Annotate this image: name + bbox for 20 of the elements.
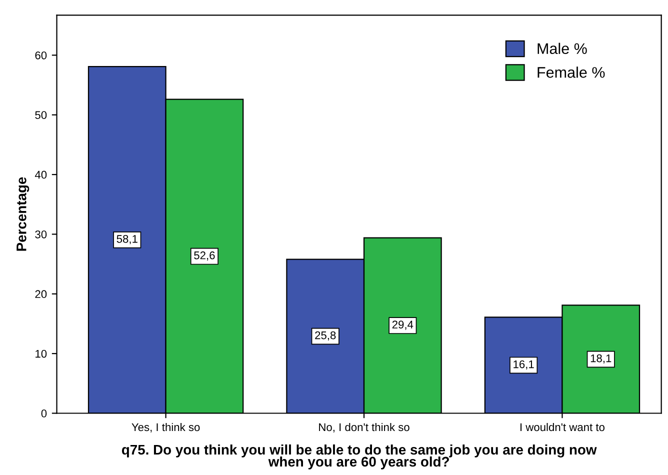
data-label: 25,8 <box>315 331 336 341</box>
data-label: 16,1 <box>514 360 534 370</box>
legend-label: Female % <box>538 66 605 78</box>
x-tick-label: No, I don't think so <box>319 422 410 432</box>
x-tick-label: Yes, I think so <box>132 422 200 432</box>
data-label: 29,4 <box>392 320 414 330</box>
legend-label: Male % <box>538 42 587 54</box>
y-tick-label: 0 <box>41 410 47 418</box>
y-tick-label: 50 <box>35 111 47 119</box>
data-label: 58,1 <box>116 235 138 244</box>
data-label: 18,1 <box>590 354 612 364</box>
data-label: 52,6 <box>194 251 215 261</box>
y-tick-label: 10 <box>36 350 47 358</box>
x-axis-title: q75. Do you think you will be able to do the same job you are doing now when you are 60 years old? <box>122 444 597 470</box>
y-tick-label: 30 <box>35 230 47 238</box>
y-tick-label: 20 <box>35 290 47 298</box>
y-tick-label: 60 <box>35 51 47 60</box>
y-axis-title: Percentage <box>16 177 30 251</box>
y-tick-label: 40 <box>34 170 47 179</box>
x-tick-label: I wouldn't want to <box>520 422 605 432</box>
